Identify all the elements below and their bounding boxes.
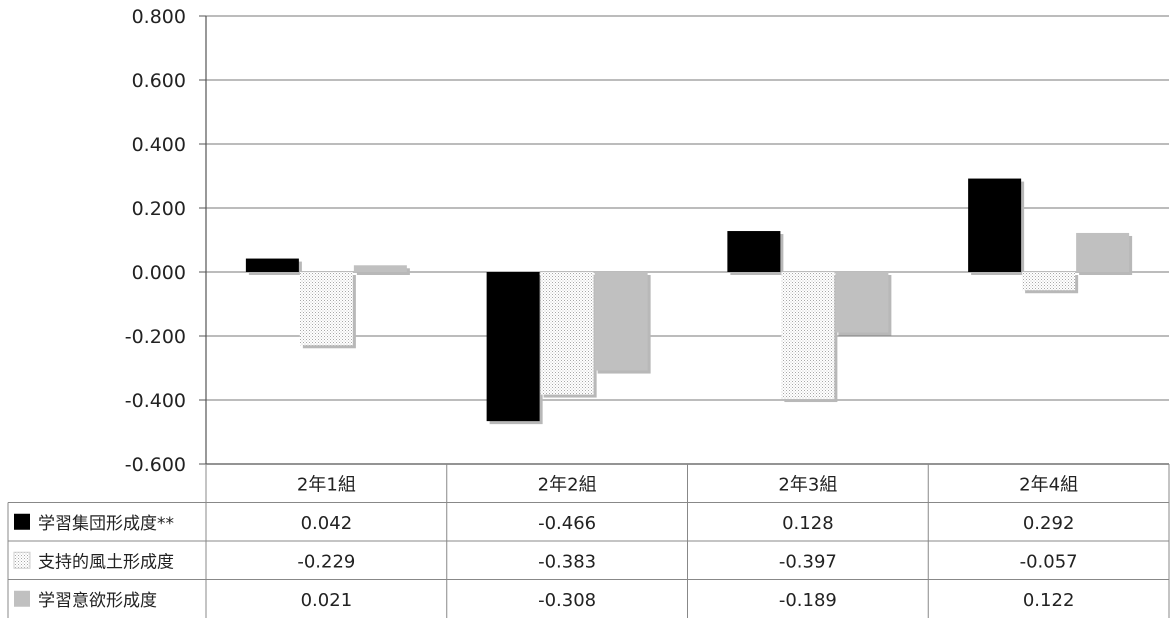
bar-0-1 bbox=[299, 272, 353, 346]
x-tick-label: 2年2組 bbox=[538, 474, 597, 495]
legend-label-0: 学習集団形成度** bbox=[38, 514, 174, 534]
y-tick-label: -0.600 bbox=[125, 454, 186, 476]
y-tick-label: 0.400 bbox=[132, 134, 186, 156]
bars bbox=[245, 178, 1133, 425]
y-tick-label: -0.200 bbox=[125, 326, 186, 348]
bar-1-1 bbox=[540, 272, 594, 395]
x-tick-label: 2年3組 bbox=[778, 474, 837, 495]
data-label-1-3: -0.057 bbox=[1020, 551, 1078, 572]
data-label-1-0: -0.229 bbox=[297, 551, 355, 572]
bar-3-1 bbox=[1022, 272, 1076, 291]
legend-key-0 bbox=[14, 513, 30, 530]
x-tick-label: 2年1組 bbox=[297, 474, 356, 495]
bar-1-0 bbox=[486, 272, 540, 422]
legend-key-2 bbox=[14, 590, 30, 607]
legend-key-1 bbox=[13, 551, 31, 569]
y-tick-labels: 0.800 0.600 0.400 0.200 0.000 -0.200 -0.400 -0.… bbox=[125, 6, 186, 476]
legend-label-1: 支持的風土形成度 bbox=[38, 552, 174, 572]
data-label-0-3: 0.292 bbox=[1023, 513, 1075, 534]
bar-2-2 bbox=[835, 272, 889, 333]
y-tick-label: 0.600 bbox=[132, 70, 186, 92]
bar-1-2 bbox=[594, 272, 648, 371]
data-label-2-2: -0.189 bbox=[779, 590, 837, 611]
bar-2-1 bbox=[781, 272, 835, 400]
data-label-1-2: -0.397 bbox=[779, 551, 837, 572]
bar-2-0 bbox=[727, 231, 781, 272]
y-tick-label: 0.800 bbox=[132, 6, 186, 28]
x-tick-label: 2年4組 bbox=[1019, 474, 1078, 495]
data-label-2-1: -0.308 bbox=[538, 590, 596, 611]
bar-0-2 bbox=[353, 265, 407, 272]
data-label-2-3: 0.122 bbox=[1023, 590, 1075, 611]
data-label-2-0: 0.021 bbox=[301, 590, 353, 611]
data-label-0-1: -0.466 bbox=[538, 513, 596, 534]
data-label-0-2: 0.128 bbox=[782, 513, 834, 534]
y-tick-label: 0.200 bbox=[132, 198, 186, 220]
data-label-1-1: -0.383 bbox=[538, 551, 596, 572]
bar-0-0 bbox=[245, 258, 299, 272]
legend-label-2: 学習意欲形成度 bbox=[38, 591, 157, 611]
y-tick-label: 0.000 bbox=[132, 262, 186, 284]
bar-3-0 bbox=[968, 178, 1022, 272]
bar-3-2 bbox=[1076, 232, 1130, 272]
data-label-0-0: 0.042 bbox=[301, 513, 353, 534]
y-tick-label: -0.400 bbox=[125, 390, 186, 412]
